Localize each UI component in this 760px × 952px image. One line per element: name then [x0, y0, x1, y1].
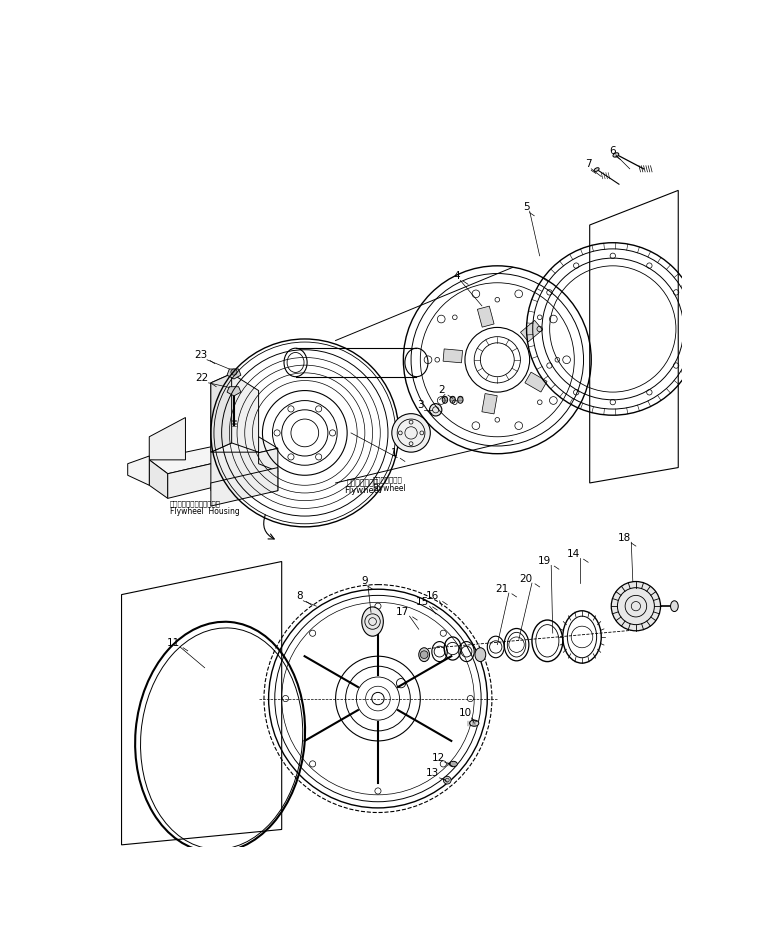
- Polygon shape: [211, 374, 258, 453]
- Text: 7: 7: [584, 159, 591, 169]
- Text: 22: 22: [195, 373, 208, 383]
- Polygon shape: [477, 307, 494, 327]
- Ellipse shape: [613, 153, 619, 158]
- Text: 5: 5: [523, 202, 530, 211]
- Text: 6: 6: [610, 146, 616, 155]
- Ellipse shape: [450, 762, 458, 767]
- Text: 19: 19: [538, 555, 551, 565]
- Ellipse shape: [475, 648, 486, 662]
- Polygon shape: [482, 394, 497, 414]
- Polygon shape: [521, 321, 543, 343]
- Polygon shape: [168, 448, 278, 499]
- Text: 10: 10: [459, 707, 472, 718]
- Text: フライホイール: フライホイール: [372, 476, 402, 483]
- Text: フライホイールハウジング: フライホイールハウジング: [170, 500, 221, 506]
- Circle shape: [429, 405, 442, 417]
- Circle shape: [392, 414, 430, 453]
- Text: 17: 17: [396, 606, 410, 616]
- Text: 21: 21: [496, 583, 509, 593]
- Text: 20: 20: [519, 573, 532, 583]
- Text: 9: 9: [361, 575, 368, 585]
- Polygon shape: [227, 387, 241, 397]
- Polygon shape: [211, 468, 278, 506]
- Text: 11: 11: [166, 637, 180, 647]
- Text: 4: 4: [454, 270, 461, 281]
- Polygon shape: [149, 437, 278, 474]
- Polygon shape: [211, 374, 232, 453]
- Polygon shape: [128, 457, 149, 486]
- Polygon shape: [211, 453, 278, 491]
- Ellipse shape: [450, 397, 455, 404]
- Ellipse shape: [442, 397, 448, 404]
- Ellipse shape: [470, 721, 479, 726]
- Text: Flywheel  Housing: Flywheel Housing: [170, 506, 240, 516]
- Text: 8: 8: [296, 591, 303, 601]
- Circle shape: [231, 369, 237, 376]
- Text: 18: 18: [618, 532, 632, 543]
- Text: 12: 12: [432, 752, 445, 763]
- Text: 3: 3: [417, 400, 424, 410]
- Polygon shape: [443, 349, 463, 364]
- Text: 15: 15: [416, 596, 429, 606]
- Circle shape: [443, 777, 451, 784]
- Polygon shape: [149, 418, 185, 461]
- Ellipse shape: [458, 397, 463, 404]
- Text: 16: 16: [426, 591, 439, 601]
- Ellipse shape: [670, 601, 678, 612]
- Polygon shape: [227, 369, 241, 380]
- Polygon shape: [149, 461, 168, 499]
- Circle shape: [611, 582, 660, 631]
- Text: 1: 1: [391, 447, 397, 458]
- Text: 23: 23: [194, 350, 207, 360]
- Ellipse shape: [594, 169, 599, 172]
- Text: 13: 13: [426, 767, 439, 778]
- Text: Flywheel: Flywheel: [372, 484, 407, 492]
- Ellipse shape: [419, 648, 429, 662]
- Polygon shape: [525, 373, 547, 392]
- Ellipse shape: [362, 607, 383, 637]
- Text: 14: 14: [567, 548, 581, 559]
- Circle shape: [420, 651, 428, 659]
- Text: フライホイール: フライホイール: [347, 477, 378, 486]
- Text: Flywheel: Flywheel: [344, 486, 382, 494]
- Text: 2: 2: [439, 385, 445, 395]
